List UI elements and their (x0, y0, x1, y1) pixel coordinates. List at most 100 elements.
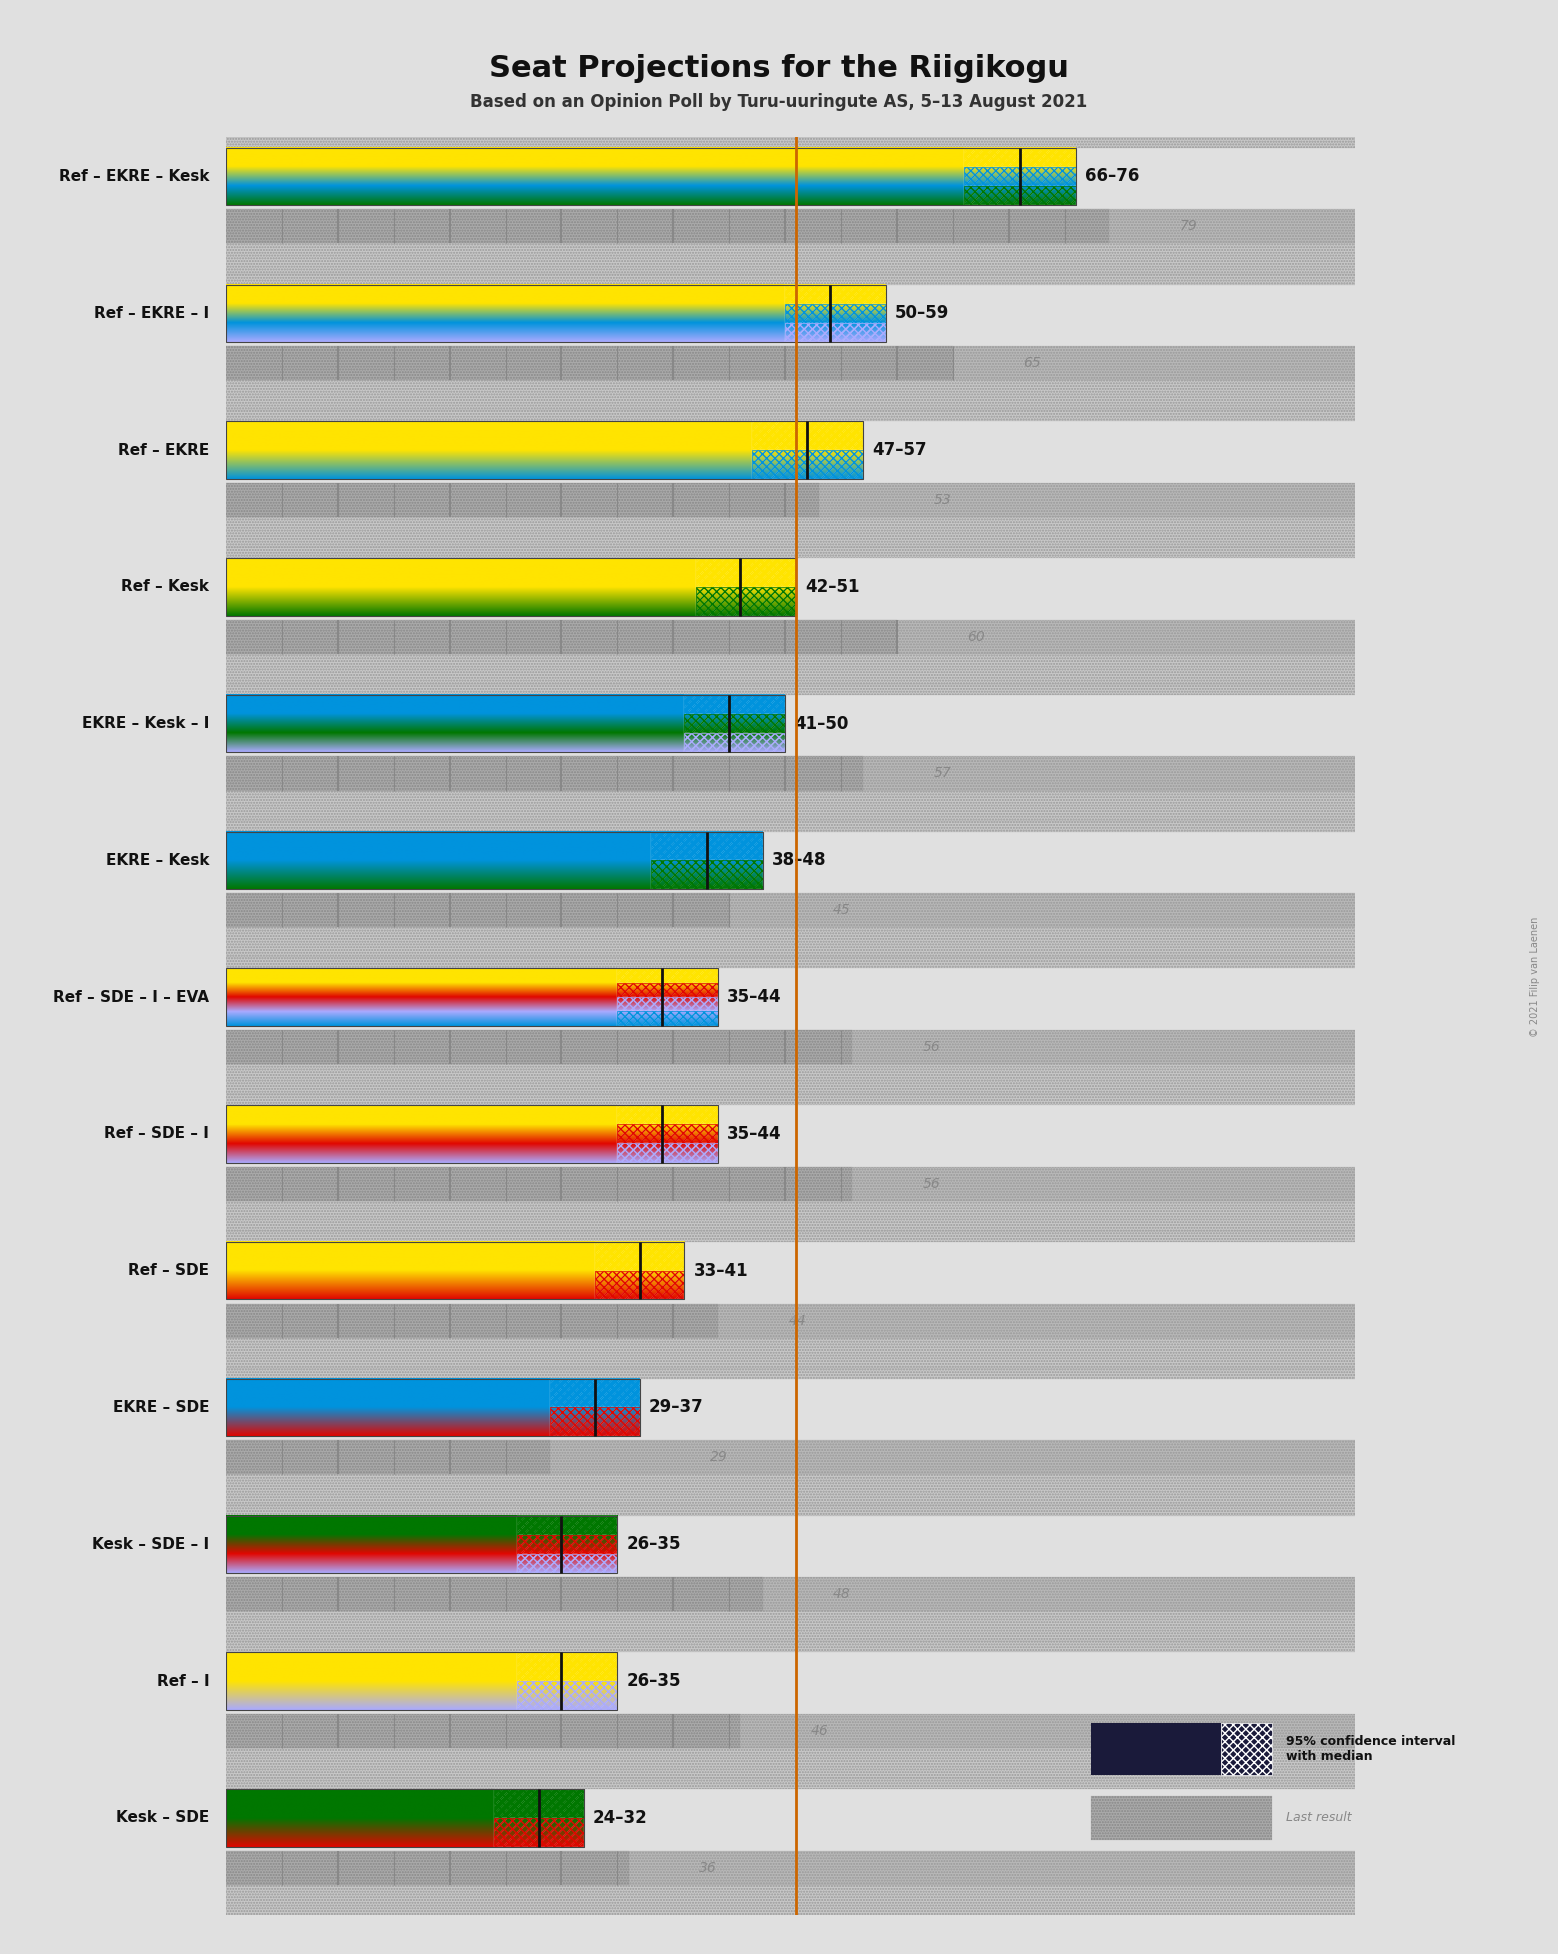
Text: Last result: Last result (1285, 1811, 1352, 1825)
Bar (226, 137, 1355, 149)
Bar (751, 422, 863, 449)
Text: 79: 79 (1179, 219, 1198, 233)
Bar (226, 957, 1355, 969)
Bar (226, 1577, 763, 1612)
Bar (226, 756, 863, 791)
Bar (226, 1850, 628, 1886)
Bar (226, 1167, 852, 1202)
Bar (785, 285, 887, 303)
Bar (226, 893, 729, 928)
Bar (226, 619, 1355, 655)
Bar (226, 1778, 1355, 1790)
Bar (617, 983, 718, 997)
Text: Kesk – SDE – I: Kesk – SDE – I (92, 1536, 209, 1551)
Bar (226, 1749, 1355, 1778)
Bar (226, 756, 1355, 791)
Bar (226, 346, 953, 381)
Bar (226, 832, 763, 889)
Text: Ref – I: Ref – I (156, 1673, 209, 1688)
Bar (651, 860, 763, 889)
Bar (517, 1653, 617, 1680)
Bar (964, 186, 1077, 205)
Bar (226, 696, 785, 752)
Bar (617, 1106, 718, 1124)
Bar (785, 322, 887, 342)
Bar (226, 346, 1355, 381)
Text: Ref – EKRE – I: Ref – EKRE – I (93, 305, 209, 320)
Text: 24–32: 24–32 (592, 1809, 648, 1827)
Text: 95% confidence interval
with median: 95% confidence interval with median (1285, 1735, 1455, 1763)
Bar (226, 1505, 1355, 1516)
Bar (226, 1641, 1355, 1653)
Bar (550, 1407, 640, 1436)
Text: 33–41: 33–41 (693, 1262, 748, 1280)
Bar (617, 1143, 718, 1163)
Bar (226, 619, 897, 655)
Bar (226, 1714, 1355, 1749)
Bar (226, 274, 1355, 285)
Bar (226, 1167, 852, 1202)
Bar (226, 1094, 1355, 1106)
Bar (226, 1850, 628, 1886)
Bar (595, 1270, 684, 1299)
Text: 48: 48 (834, 1587, 851, 1600)
Bar (617, 1012, 718, 1026)
Bar (226, 137, 1355, 149)
Text: Ref – SDE – I: Ref – SDE – I (104, 1126, 209, 1141)
Bar (595, 1243, 684, 1270)
Bar (517, 1553, 617, 1573)
Bar (226, 928, 1355, 957)
Bar (617, 1143, 718, 1163)
Bar (226, 1338, 1355, 1368)
Bar (517, 1653, 617, 1680)
Text: EKRE – Kesk – I: EKRE – Kesk – I (81, 715, 209, 731)
Bar (226, 1440, 550, 1475)
Bar (617, 997, 718, 1012)
Bar (226, 1516, 617, 1573)
Bar (226, 756, 863, 791)
Bar (517, 1680, 617, 1710)
Bar (226, 1030, 1355, 1065)
Text: 50–59: 50–59 (894, 305, 949, 322)
Bar (226, 381, 1355, 410)
Bar (226, 1368, 1355, 1380)
Text: 44: 44 (788, 1313, 805, 1327)
Bar (226, 1612, 1355, 1641)
Bar (751, 449, 863, 479)
Bar (964, 149, 1077, 166)
Bar (684, 713, 785, 733)
Text: Ref – EKRE: Ref – EKRE (118, 442, 209, 457)
Bar (226, 1653, 617, 1710)
Bar (226, 957, 1355, 969)
Bar (226, 684, 1355, 696)
Bar (684, 713, 785, 733)
Bar (517, 1534, 617, 1553)
Text: Kesk – SDE: Kesk – SDE (115, 1809, 209, 1825)
Bar (226, 655, 1355, 684)
Bar (226, 1030, 852, 1065)
Text: 66–76: 66–76 (1084, 168, 1139, 186)
Bar (226, 1577, 763, 1612)
Bar (617, 997, 718, 1012)
Bar (226, 1790, 584, 1847)
Bar (226, 1440, 550, 1475)
Bar (684, 733, 785, 752)
Bar (550, 1380, 640, 1407)
Text: 42–51: 42–51 (805, 578, 860, 596)
Bar (226, 756, 1355, 791)
Bar (226, 928, 1355, 957)
Bar (226, 209, 1355, 244)
Bar (226, 655, 1355, 684)
Bar (517, 1680, 617, 1710)
Text: 47–57: 47–57 (872, 442, 927, 459)
Bar (785, 285, 887, 303)
Bar (617, 1124, 718, 1143)
Bar (226, 1094, 1355, 1106)
Bar (684, 696, 785, 713)
Bar (695, 559, 796, 586)
Bar (226, 791, 1355, 821)
Text: 56: 56 (922, 1176, 941, 1190)
Bar (785, 303, 887, 322)
Bar (651, 832, 763, 860)
Text: 60: 60 (968, 629, 985, 643)
